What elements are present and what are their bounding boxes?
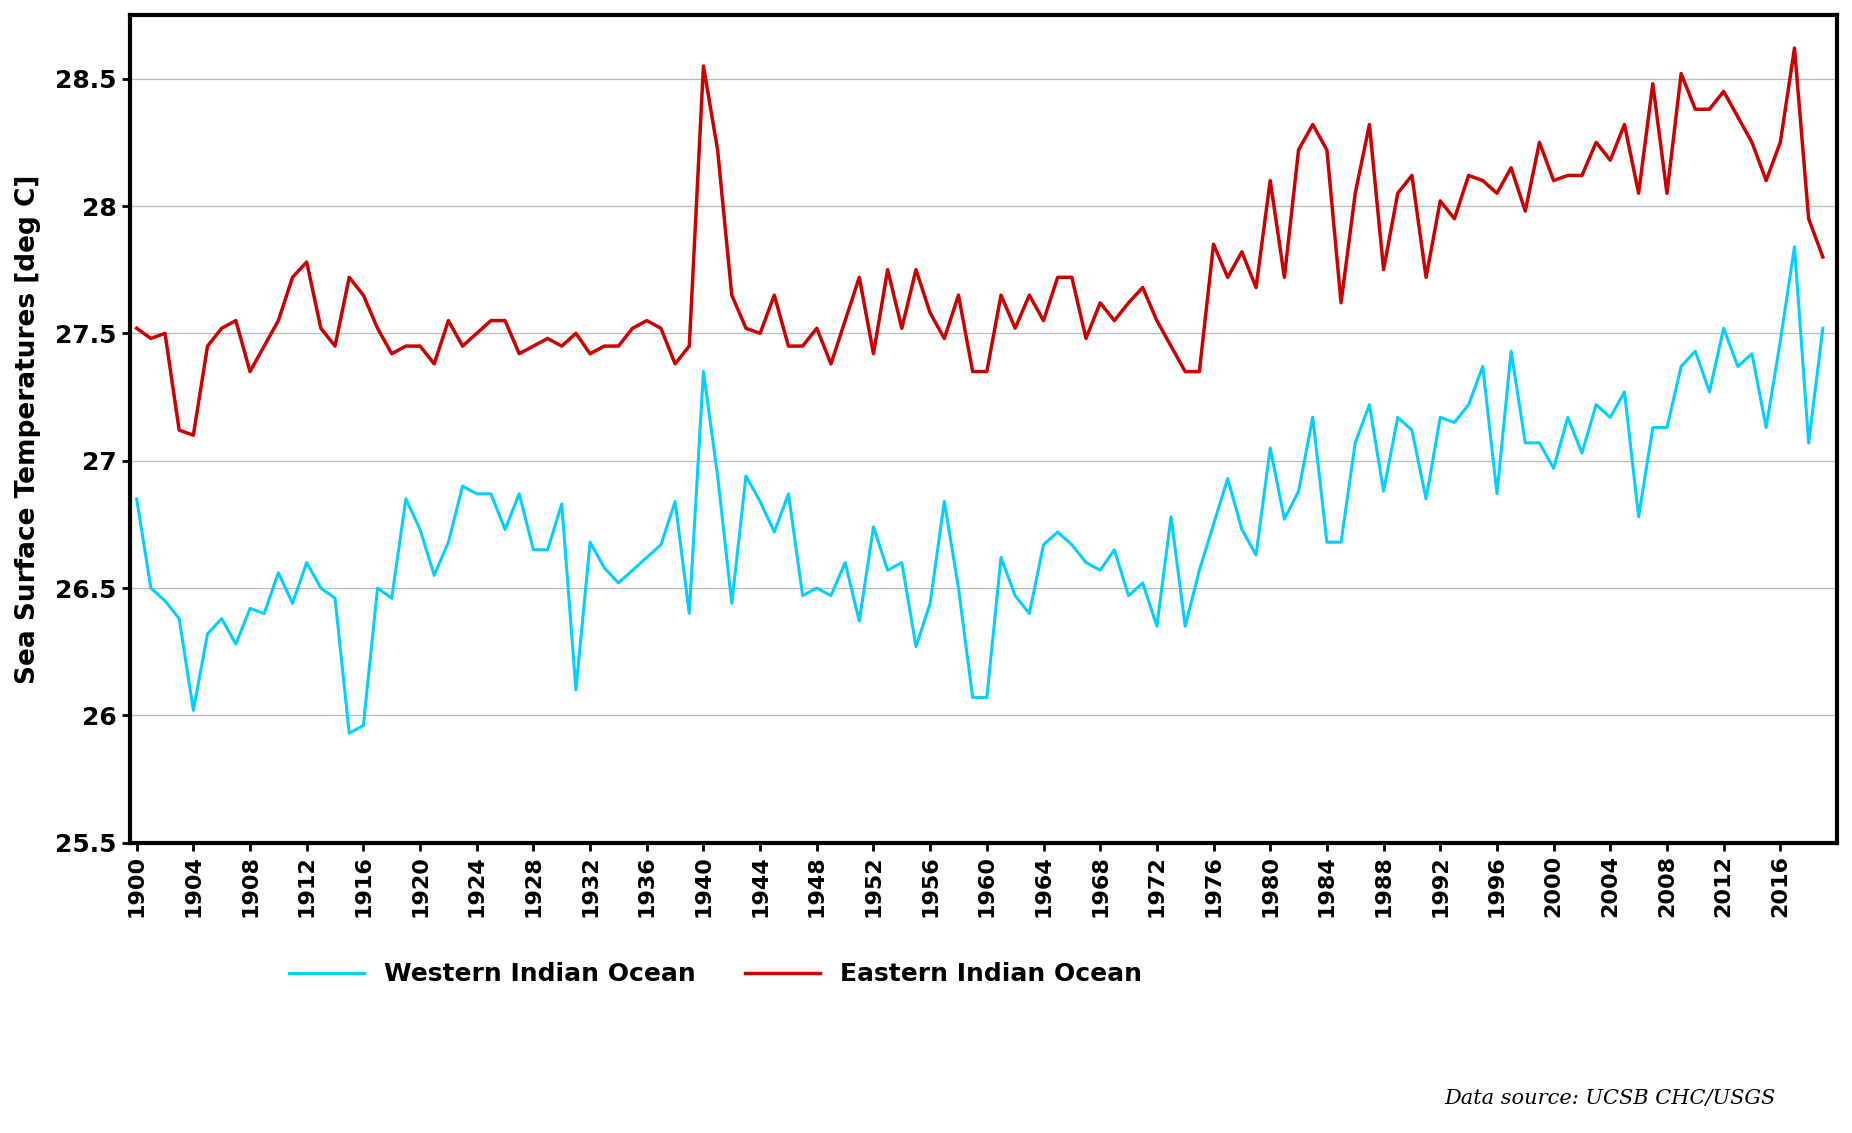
Eastern Indian Ocean	[1074, 332, 1096, 346]
Eastern Indian Ocean	[1302, 118, 1324, 131]
Y-axis label: Sea Surface Temperatures [deg C]: Sea Surface Temperatures [deg C]	[15, 174, 41, 683]
Line: Eastern Indian Ocean: Eastern Indian Ocean	[137, 48, 1822, 435]
Eastern Indian Ocean	[593, 339, 615, 352]
Legend: Western Indian Ocean, Eastern Indian Ocean: Western Indian Ocean, Eastern Indian Oce…	[278, 952, 1152, 996]
Eastern Indian Ocean	[181, 428, 204, 442]
Western Indian Ocean	[1472, 359, 1495, 373]
Western Indian Ocean	[1783, 240, 1806, 254]
Eastern Indian Ocean	[1769, 136, 1791, 150]
Eastern Indian Ocean	[1811, 250, 1833, 264]
Line: Western Indian Ocean: Western Indian Ocean	[137, 247, 1822, 733]
Eastern Indian Ocean	[1472, 173, 1495, 187]
Western Indian Ocean	[1811, 322, 1833, 335]
Text: Data source: UCSB CHC/USGS: Data source: UCSB CHC/USGS	[1445, 1089, 1776, 1108]
Western Indian Ocean	[494, 522, 517, 536]
Eastern Indian Ocean	[494, 314, 517, 327]
Eastern Indian Ocean	[126, 322, 148, 335]
Western Indian Ocean	[1302, 410, 1324, 424]
Western Indian Ocean	[126, 492, 148, 505]
Western Indian Ocean	[1074, 556, 1096, 570]
Eastern Indian Ocean	[1783, 41, 1806, 54]
Western Indian Ocean	[339, 726, 361, 740]
Western Indian Ocean	[593, 561, 615, 574]
Western Indian Ocean	[1769, 334, 1791, 348]
